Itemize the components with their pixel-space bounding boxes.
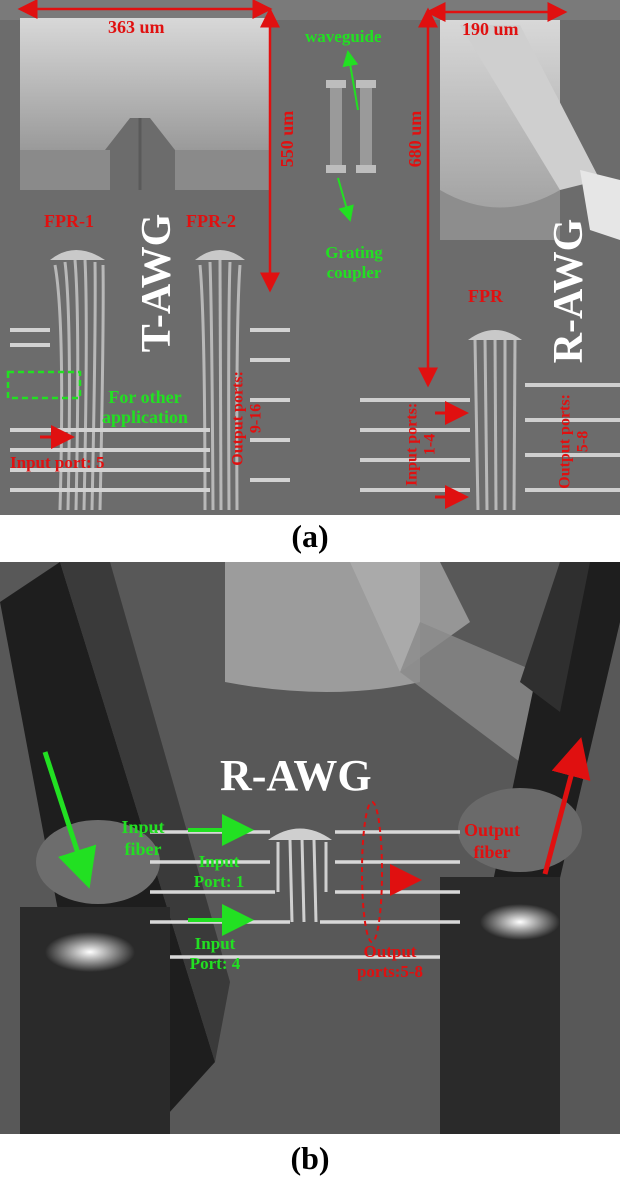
input-ports-1-4-label: Input ports: 1-4 — [403, 402, 439, 486]
dim-363-label: 363 um — [108, 17, 165, 37]
for-other-application-label: For other application — [101, 387, 189, 427]
input-port-1-label: Input Port: 1 — [193, 852, 245, 892]
output-ports-ellipse — [361, 801, 383, 943]
r-awg-array-b — [276, 837, 328, 923]
panel-a-micrograph — [0, 0, 620, 515]
output-fiber-label: Output fiber — [463, 820, 521, 862]
r-awg-slab — [440, 20, 620, 240]
output-fiber-arrow — [542, 737, 591, 875]
t-awg-label: T-AWG — [134, 213, 180, 353]
caption-a: (a) — [291, 518, 329, 554]
input-port-4-label: Input Port: 4 — [189, 934, 241, 974]
dim-680-label: 680 um — [405, 110, 425, 168]
micrograph-panel-a: 363 um 190 um 550 um 680 um waveguide Gr… — [0, 0, 620, 515]
t-awg-arrays — [53, 259, 242, 511]
caption-b: (b) — [290, 1140, 330, 1176]
input-port-5-label: Input port: 5 — [10, 453, 105, 472]
fpr1-label: FPR-1 — [44, 211, 94, 231]
waveguide-devices — [326, 80, 376, 173]
fpr-label: FPR — [468, 286, 503, 306]
dim-190-label: 190 um — [462, 19, 519, 39]
input-fiber-label: Input fiber — [121, 817, 165, 859]
output-ports-9-16-label: Output ports: 9-16 — [229, 371, 265, 466]
other-application-box — [6, 370, 82, 400]
grating-coupler-label: Grating coupler — [325, 243, 383, 282]
panel-b-micrograph — [0, 562, 620, 1134]
fpr2-label: FPR-2 — [186, 211, 236, 231]
output-ports-5-8-label-a: Output ports: 5-8 — [556, 394, 592, 489]
dim-550-label: 550 um — [277, 110, 297, 168]
t-awg-slab — [20, 18, 270, 190]
r-awg-array-a — [473, 335, 517, 511]
output-ports-5-8-label-b: Output ports:5-8 — [356, 942, 424, 982]
waveguide-label: waveguide — [305, 27, 382, 46]
r-awg-label-b: R-AWG — [220, 751, 372, 800]
micrograph-panel-b: R-AWG Input fiber Output fiber Input Por… — [0, 562, 620, 1134]
r-awg-label-a: R-AWG — [546, 218, 592, 364]
input-fiber-arrow — [42, 751, 97, 889]
